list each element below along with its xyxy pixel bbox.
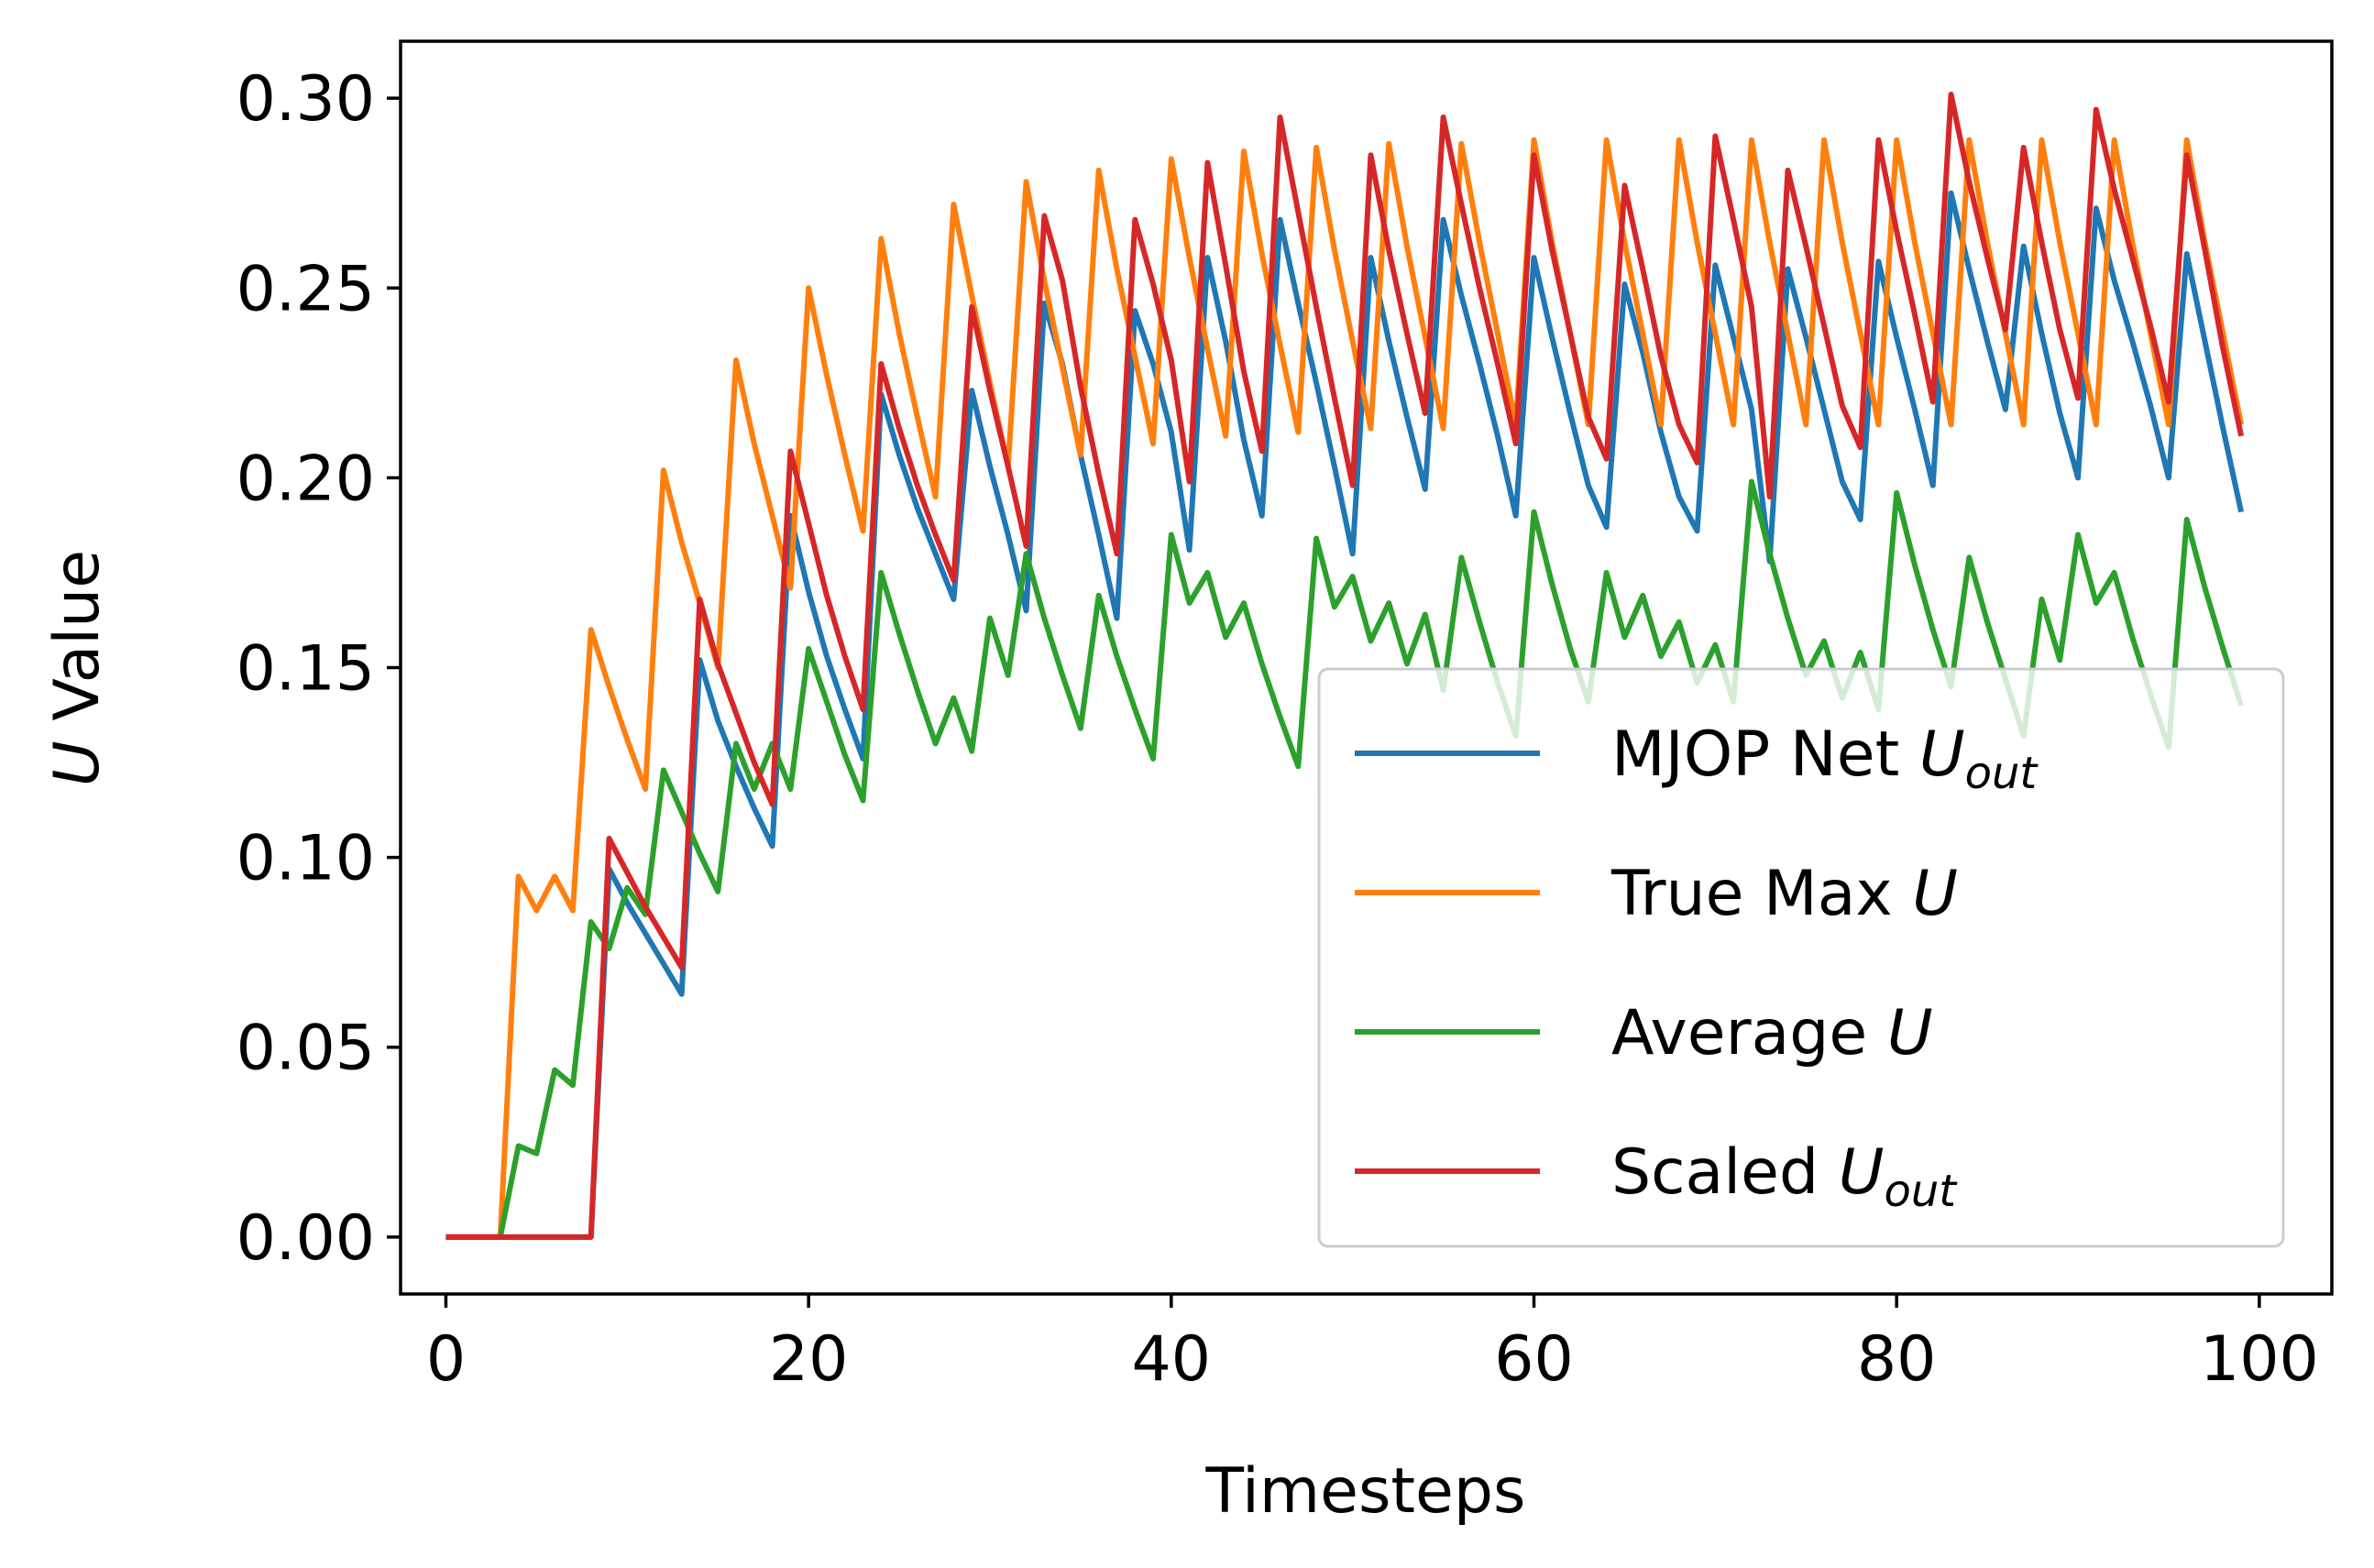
y-axis-title-symbol: U bbox=[41, 740, 114, 786]
series-line-2 bbox=[445, 137, 2245, 1240]
y-tick-label: 0.15 bbox=[236, 633, 375, 706]
legend-label-subscript: out bbox=[1965, 748, 2039, 799]
legend-label: True Max U bbox=[1610, 858, 1958, 930]
legend-label: Average U bbox=[1611, 997, 1933, 1069]
series-layer bbox=[445, 91, 2245, 1240]
legend-label-symbol: U bbox=[1912, 858, 1958, 930]
series-line-3 bbox=[445, 478, 2244, 1240]
x-tick-label: 40 bbox=[1132, 1323, 1212, 1396]
y-axis-title: U Value bbox=[41, 550, 114, 786]
series-line-1 bbox=[445, 190, 2245, 1240]
legend-label-symbol: U bbox=[1887, 997, 1933, 1069]
legend-label-subscript: out bbox=[1885, 1166, 1959, 1217]
legend-label: MJOP Net Uout bbox=[1611, 718, 2039, 799]
legend-label-text: True Max bbox=[1610, 858, 1912, 930]
x-axis-title: Timesteps bbox=[1205, 1455, 1526, 1528]
x-tick-label: 60 bbox=[1494, 1323, 1574, 1396]
legend-label-text: Average bbox=[1611, 997, 1887, 1069]
y-tick-label: 0.20 bbox=[236, 443, 375, 515]
legend-label: Scaled Uout bbox=[1611, 1136, 1958, 1217]
x-tick-label: 100 bbox=[2200, 1323, 2319, 1396]
y-tick-label: 0.05 bbox=[236, 1013, 375, 1085]
legend-label-text: MJOP Net bbox=[1611, 718, 1919, 791]
y-axis-ticks: 0.00 0.05 0.10 0.15 0.20 0.25 0.30 bbox=[236, 63, 401, 1275]
y-tick-label: 0.10 bbox=[236, 823, 375, 895]
x-tick-label: 80 bbox=[1857, 1323, 1937, 1396]
x-tick-label: 0 bbox=[426, 1323, 466, 1396]
y-tick-label: 0.30 bbox=[236, 63, 375, 136]
y-tick-label: 0.00 bbox=[236, 1202, 375, 1275]
y-tick-label: 0.25 bbox=[236, 253, 375, 325]
legend-label-text: Scaled bbox=[1611, 1136, 1839, 1209]
y-axis-title-rest: Value bbox=[41, 550, 114, 740]
x-tick-label: 20 bbox=[769, 1323, 849, 1396]
series-line-4 bbox=[445, 91, 2245, 1240]
legend-label-symbol: U bbox=[1919, 718, 1965, 791]
x-axis-ticks: 0 20 40 60 80 100 bbox=[426, 1294, 2319, 1396]
legend-box bbox=[1317, 667, 2285, 1248]
legend-label-symbol: U bbox=[1839, 1136, 1885, 1209]
